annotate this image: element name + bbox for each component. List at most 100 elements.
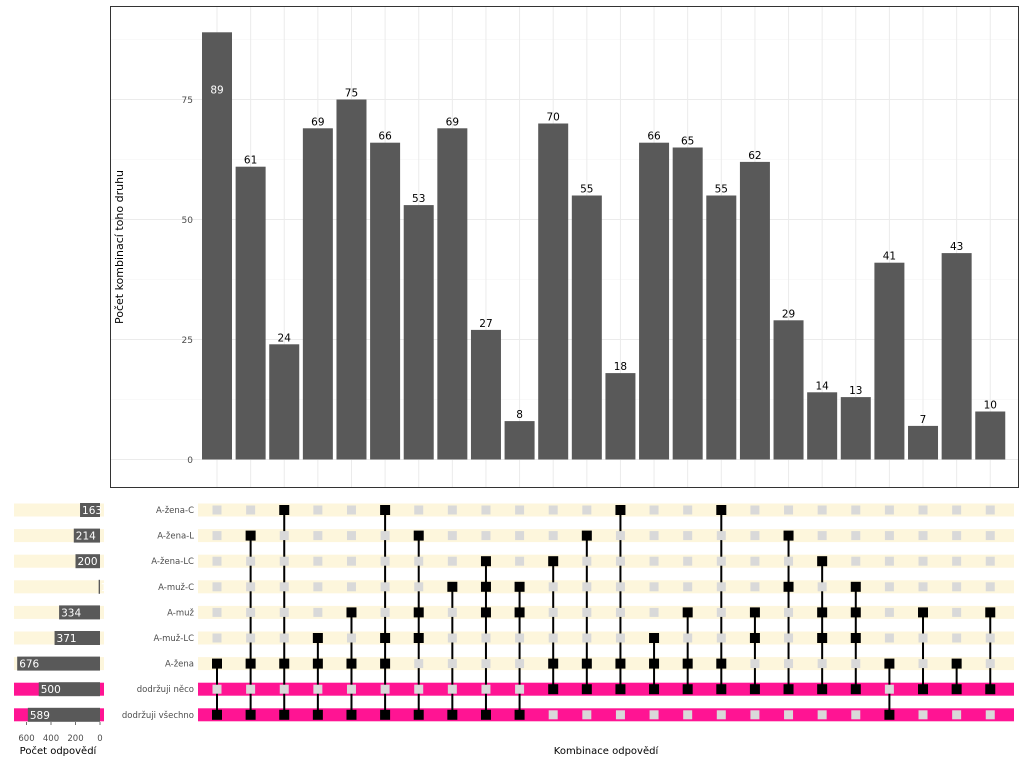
set-name-label: A-muž-LC	[153, 634, 194, 644]
matrix-dot-off	[582, 607, 592, 617]
set-size-value-label: 589	[30, 710, 50, 722]
matrix-dot-on	[548, 556, 559, 567]
matrix-dot-off	[884, 582, 894, 592]
matrix-dot-on	[918, 607, 929, 618]
matrix-dot-on	[581, 658, 592, 669]
matrix-dot-off	[380, 582, 390, 592]
intersection-bar-label: 53	[412, 193, 425, 205]
matrix-dot-on	[245, 530, 256, 541]
matrix-dot-on	[380, 505, 391, 515]
matrix-dot-on	[817, 607, 828, 618]
matrix-dot-off	[784, 633, 794, 643]
matrix-dot-off	[481, 633, 491, 643]
y-tick-labels: 0 25 50 75	[182, 96, 194, 466]
matrix-dot-off	[716, 531, 726, 541]
matrix-dot-off	[884, 607, 894, 617]
matrix-dot-off	[615, 531, 625, 541]
matrix-dot-off	[313, 607, 323, 617]
intersection-bar-label: 70	[547, 112, 560, 124]
matrix-dot-off	[548, 710, 558, 720]
matrix-dot-on	[548, 684, 559, 695]
matrix-dot-off	[985, 531, 995, 541]
matrix-dot-off	[784, 556, 794, 566]
matrix-dot-off	[212, 531, 222, 541]
matrix-dot-off	[649, 505, 659, 515]
matrix-dot-on	[548, 658, 559, 669]
matrix-dot-off	[414, 556, 424, 566]
matrix-dot-off	[212, 556, 222, 566]
intersection-bar	[538, 123, 569, 460]
intersection-bar-label: 8	[516, 409, 523, 421]
matrix-dot-off	[515, 684, 525, 694]
intersection-bars	[202, 32, 1006, 460]
matrix-dot-off	[279, 633, 289, 643]
intersection-bar-label: 14	[815, 380, 829, 392]
set-size-value-labels: 163 214 200 11 334 371 676 500 589	[19, 505, 114, 722]
matrix-row-band	[198, 657, 1014, 671]
matrix-dot-on	[245, 658, 256, 669]
intersection-bar-labels: 89 61 24 69 75 66 53 69 27 8 70 55 18 66 65 55 62 29 14 13 4…	[210, 84, 997, 426]
matrix-dot-off	[548, 633, 558, 643]
matrix-dot-on	[985, 607, 996, 618]
matrix-dot-off	[346, 556, 356, 566]
matrix-dot-off	[246, 582, 256, 592]
matrix-dot-on	[850, 607, 861, 618]
matrix-dot-off	[212, 505, 222, 515]
matrix-dot-off	[918, 710, 928, 720]
matrix-dot-on	[346, 709, 357, 720]
set-name-label: A-muž-C	[158, 583, 194, 593]
matrix-dot-off	[952, 505, 962, 515]
set-size-bars	[17, 503, 100, 722]
matrix-row-band	[198, 631, 1014, 645]
matrix-dot-on	[312, 658, 323, 669]
matrix-dot-on	[884, 709, 895, 720]
set-size-value-label: 500	[41, 684, 61, 696]
matrix-dot-on	[346, 607, 357, 618]
intersection-bar	[807, 392, 838, 460]
matrix-dot-on	[312, 633, 323, 643]
matrix-dot-on	[447, 709, 458, 720]
matrix-dot-off	[313, 531, 323, 541]
intersection-bar	[504, 421, 535, 460]
intersection-bar	[470, 329, 501, 460]
matrix-dot-off	[952, 710, 962, 720]
matrix-dot-off	[683, 582, 693, 592]
matrix-dot-off	[952, 607, 962, 617]
matrix-dot-off	[615, 556, 625, 566]
matrix-dot-off	[346, 531, 356, 541]
matrix-dot-on	[245, 709, 256, 720]
intersection-bar	[437, 128, 468, 460]
matrix-dot-off	[918, 531, 928, 541]
set-name-label: A-muž	[167, 608, 194, 618]
matrix-dot-off	[279, 531, 289, 541]
matrix-dot-off	[884, 556, 894, 566]
matrix-dot-on	[749, 684, 760, 695]
matrix-dot-off	[279, 582, 289, 592]
intersection-bar-label: 29	[782, 308, 795, 320]
matrix-dot-off	[313, 582, 323, 592]
matrix-dot-off	[447, 531, 457, 541]
matrix-dot-off	[548, 505, 558, 515]
y-tick-label: 50	[182, 216, 194, 226]
matrix-dot-on	[279, 709, 290, 720]
matrix-dot-off	[750, 531, 760, 541]
set-size-tick-labels: 600 400 200 0	[18, 722, 103, 744]
matrix-dot-on	[212, 658, 222, 669]
set-name-label: dodržuji něco	[137, 685, 194, 695]
matrix-dot-off	[346, 505, 356, 515]
set-name-label: dodržuji všechno	[122, 710, 194, 721]
matrix-dot-off	[515, 633, 525, 643]
matrix-dot-off	[884, 684, 894, 694]
matrix-dot-on	[514, 607, 525, 618]
matrix-dot-off	[716, 710, 726, 720]
set-size-bar	[27, 707, 100, 722]
matrix-dot-on	[380, 709, 391, 720]
matrix-dot-off	[884, 505, 894, 515]
matrix-dot-off	[952, 531, 962, 541]
matrix-dot-off	[515, 659, 525, 669]
matrix-dot-on	[649, 658, 660, 669]
matrix-dot-off	[481, 659, 491, 669]
matrix-dot-on	[749, 607, 760, 618]
matrix-dot-off	[447, 633, 457, 643]
set-size-bar	[17, 656, 100, 671]
